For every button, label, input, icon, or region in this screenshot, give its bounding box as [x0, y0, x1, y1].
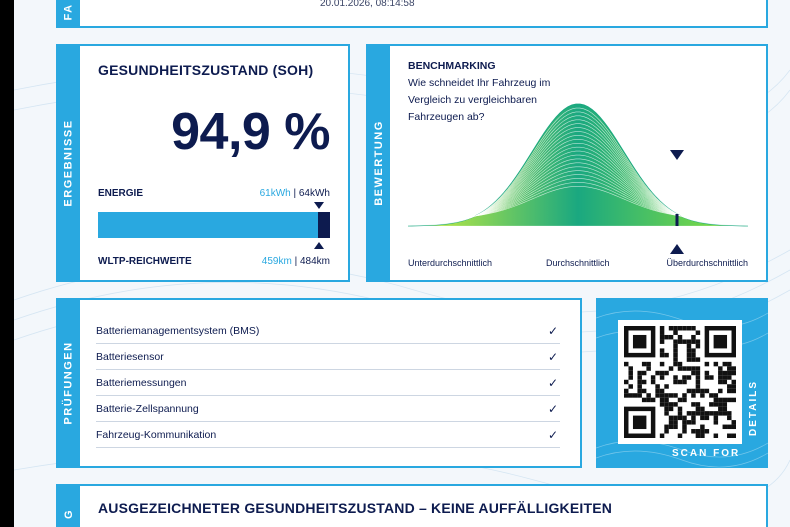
summary-headline: AUSGEZEICHNETER GESUNDHEITSZUSTAND – KEI…	[98, 500, 613, 516]
energy-values: 61kWh | 64kWh	[260, 188, 330, 199]
energy-bar-fill	[98, 212, 319, 238]
results-card: ERGEBNISSE GESUNDHEITSZUSTAND (SOH) 94,9…	[56, 44, 350, 282]
check-label: Batteriemessungen	[96, 376, 187, 389]
results-side-label: ERGEBNISSE	[63, 119, 76, 207]
checks-side-tab: PRÜFUNGEN	[58, 300, 80, 466]
check-row: Batteriemanagementsystem (BMS) ✓	[96, 318, 560, 344]
checkmark-icon: ✓	[547, 375, 558, 390]
qr-code-icon	[624, 326, 736, 438]
qr-code[interactable]	[618, 320, 742, 444]
checkmark-icon: ✓	[547, 349, 558, 364]
summary-card: G AUSGEZEICHNETER GESUNDHEITSZUSTAND – K…	[56, 484, 768, 527]
top-card: FA 20.01.2026, 08:14:58	[56, 0, 768, 28]
bell-curve	[408, 103, 748, 227]
energy-label: ENERGIE	[98, 188, 144, 199]
soh-title: GESUNDHEITSZUSTAND (SOH)	[98, 62, 314, 78]
check-row: Fahrzeug-Kommunikation ✓	[96, 422, 560, 448]
energy-marker-top	[314, 202, 324, 209]
qr-card[interactable]: SCAN FOR DETAILS	[596, 298, 768, 468]
check-label: Batterie-Zellspannung	[96, 402, 199, 415]
soh-value: 94,9 %	[171, 103, 330, 161]
range-nominal: 484km	[299, 256, 330, 267]
checkmark-icon: ✓	[547, 401, 558, 416]
check-row: Batteriemessungen ✓	[96, 370, 560, 396]
check-label: Batteriemanagementsystem (BMS)	[96, 324, 260, 337]
checkmark-icon: ✓	[547, 323, 558, 338]
benchmark-marker-top	[670, 150, 684, 160]
check-row: Batteriesensor ✓	[96, 344, 560, 370]
timestamp: 20.01.2026, 08:14:58	[320, 0, 415, 9]
check-row: Batterie-Zellspannung ✓	[96, 396, 560, 422]
scale-label-mid: Durchschnittlich	[546, 258, 610, 268]
rating-side-label: BEWERTUNG	[373, 120, 386, 206]
energy-separator: |	[293, 188, 297, 199]
rating-card: BEWERTUNG BENCHMARKING Wie schneidet Ihr…	[366, 44, 768, 282]
qr-caption-bottom: SCAN FOR	[672, 448, 741, 459]
qr-caption-side: DETAILS	[748, 380, 768, 456]
energy-marker-bottom	[314, 242, 324, 249]
top-side-tab: FA	[58, 0, 80, 26]
range-separator: |	[294, 256, 298, 267]
check-label: Fahrzeug-Kommunikation	[96, 428, 217, 441]
checks-card: PRÜFUNGEN	[56, 298, 582, 468]
bell-curve-layer	[408, 186, 748, 219]
scale-label-high: Überdurchschnittlich	[666, 258, 748, 268]
summary-side-tab: G	[58, 486, 80, 527]
scale-label-low: Unterdurchschnittlich	[408, 258, 493, 268]
checks-side-label: PRÜFUNGEN	[63, 341, 76, 425]
rating-side-tab: BEWERTUNG	[368, 46, 390, 280]
energy-nominal: 64kWh	[298, 188, 330, 199]
bell-curve-layer	[408, 103, 748, 227]
top-side-label: FA	[63, 3, 75, 21]
benchmark-question: Wie schneidet Ihr Fahrzeug im Vergleich …	[408, 77, 551, 123]
energy-current: 61kWh	[259, 188, 291, 199]
left-border	[0, 0, 14, 527]
benchmark-title: BENCHMARKING	[408, 60, 496, 72]
check-label: Batteriesensor	[96, 350, 164, 363]
benchmark-marker-bottom	[670, 244, 684, 254]
summary-side-label: G	[63, 508, 75, 520]
results-side-tab: ERGEBNISSE	[58, 46, 80, 280]
range-values: 459km | 484km	[262, 256, 330, 267]
energy-bar-cap	[318, 212, 330, 238]
energy-bar	[98, 212, 330, 238]
range-label: WLTP-REICHWEITE	[98, 256, 192, 267]
range-current: 459km	[261, 256, 292, 267]
checkmark-icon: ✓	[547, 427, 558, 442]
qr-caption-side-text: DETAILS	[748, 379, 759, 436]
